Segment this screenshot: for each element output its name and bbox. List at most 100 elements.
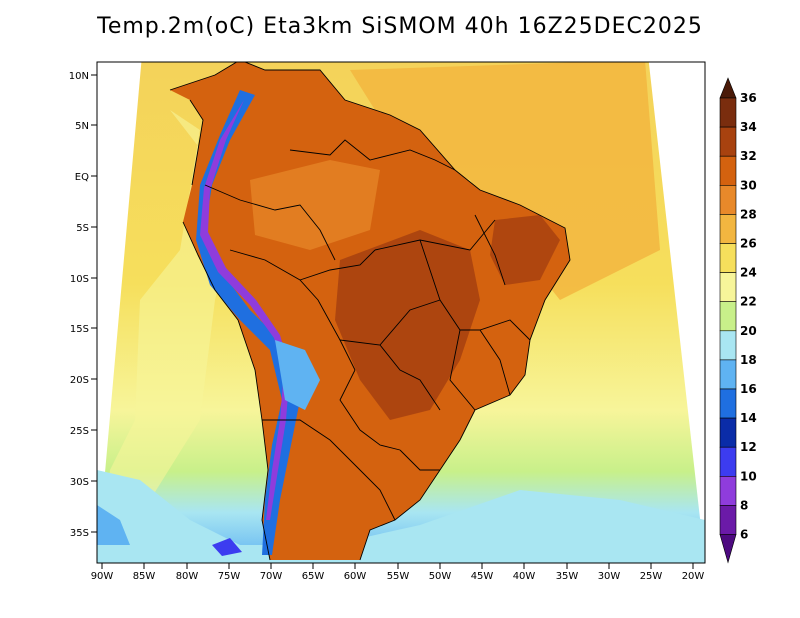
svg-text:EQ: EQ [75, 172, 89, 183]
colorbar-swatch [719, 330, 737, 361]
colorbar-label: 12 [740, 440, 757, 454]
colorbar-label: 20 [740, 324, 757, 338]
colorbar-swatch [719, 475, 737, 506]
lat-tick: 5S [76, 223, 97, 234]
svg-text:65W: 65W [302, 571, 325, 582]
colorbar-label: 36 [740, 91, 757, 105]
south-cool-band [97, 470, 705, 563]
lon-tick: 45W [471, 563, 494, 582]
svg-text:80W: 80W [176, 571, 199, 582]
lon-tick: 50W [429, 563, 452, 582]
svg-text:25S: 25S [70, 426, 89, 437]
andes-ridge [196, 90, 300, 555]
cold-spot [212, 538, 242, 556]
colorbar-label: 16 [740, 382, 757, 396]
colorbar-swatch [719, 126, 737, 157]
colorbar-swatch [719, 417, 737, 448]
colorbar-label: 28 [740, 207, 757, 221]
colorbar-swatch [719, 446, 737, 477]
colorbar-label: 10 [740, 469, 757, 483]
colorbar-label: 30 [740, 178, 757, 192]
svg-text:85W: 85W [133, 571, 156, 582]
colorbar-swatch [719, 301, 737, 332]
altiplano-cool [275, 340, 320, 410]
svg-text:70W: 70W [260, 571, 283, 582]
lat-tick: 5N [75, 121, 97, 132]
map-title: Temp.2m(oC) Eta3km SiSMOM 40h 16Z25DEC20… [97, 14, 703, 39]
lat-tick: 25S [70, 426, 97, 437]
lon-tick: 75W [218, 563, 241, 582]
colorbar-label: 8 [740, 498, 748, 512]
lat-tick: 20S [70, 375, 97, 386]
colorbar-swatch [719, 214, 737, 244]
svg-text:40W: 40W [513, 571, 536, 582]
colorbar-label: 14 [740, 411, 757, 425]
lon-tick: 40W [513, 563, 536, 582]
lon-tick: 55W [387, 563, 410, 582]
svg-text:35W: 35W [556, 571, 579, 582]
svg-text:25W: 25W [640, 571, 663, 582]
svg-text:75W: 75W [218, 571, 241, 582]
colorbar-label: 24 [740, 266, 757, 280]
svg-text:10S: 10S [70, 274, 89, 285]
lat-tick: 35S [70, 528, 97, 539]
svg-text:30W: 30W [598, 571, 621, 582]
colorbar-swatch [719, 185, 737, 215]
colorbar-swatch [719, 97, 737, 128]
svg-text:5N: 5N [75, 121, 89, 132]
ocean-warm-band [350, 62, 660, 300]
svg-text:20W: 20W [682, 571, 705, 582]
svg-text:55W: 55W [387, 571, 410, 582]
colorbar-arrow-bottom [719, 534, 737, 564]
lat-tick: 30S [70, 477, 97, 488]
lon-tick: 35W [556, 563, 579, 582]
lon-tick: 60W [344, 563, 367, 582]
colorbar-label: 26 [740, 237, 757, 251]
svg-text:5S: 5S [76, 223, 89, 234]
lon-tick: 30W [598, 563, 621, 582]
colorbar-arrow-top [719, 77, 737, 99]
svg-text:50W: 50W [429, 571, 452, 582]
svg-text:30S: 30S [70, 477, 89, 488]
lon-tick: 70W [260, 563, 283, 582]
colorbar-label: 32 [740, 149, 757, 163]
lat-tick: 10S [70, 274, 97, 285]
colorbar-swatch [719, 272, 737, 303]
colorbar-label: 34 [740, 120, 757, 134]
svg-text:60W: 60W [344, 571, 367, 582]
colorbar-swatch [719, 243, 737, 273]
colorbar-swatch [719, 388, 737, 419]
lat-tick: 15S [70, 324, 97, 335]
map-field [97, 62, 705, 563]
svg-text:45W: 45W [471, 571, 494, 582]
colorbar-swatch [719, 505, 737, 535]
interior-hot [335, 230, 480, 420]
colorbar: 36 34 32 30 28 26 24 22 20 18 16 14 12 10 8 6 [719, 77, 757, 564]
amazon-warm [250, 160, 380, 250]
lat-tick: EQ [75, 172, 97, 183]
colorbar-label: 6 [740, 528, 748, 542]
lon-tick: 85W [133, 563, 156, 582]
lon-tick: 90W [91, 563, 114, 582]
lat-tick: 10N [69, 71, 97, 82]
lon-tick: 20W [682, 563, 705, 582]
colorbar-swatch [719, 359, 737, 390]
svg-text:90W: 90W [91, 571, 114, 582]
svg-text:15S: 15S [70, 324, 89, 335]
lon-tick: 80W [176, 563, 199, 582]
colorbar-label: 22 [740, 295, 757, 309]
map-frame [96, 61, 706, 564]
colorbar-swatch [719, 155, 737, 186]
south-cold-band [97, 505, 130, 545]
lon-axis: 90W 85W 80W 75W 70W 65W 60W 55W 50W 45W … [91, 563, 705, 582]
country-borders [169, 62, 571, 561]
svg-text:10N: 10N [69, 71, 89, 82]
northeast-hot [490, 215, 560, 285]
colorbar-label: 18 [740, 353, 757, 367]
lat-axis: 10N 5N EQ 5S 10S 15S 20S 25S 30S 35S [69, 71, 97, 539]
lon-tick: 65W [302, 563, 325, 582]
svg-text:35S: 35S [70, 528, 89, 539]
lon-tick: 25W [640, 563, 663, 582]
svg-text:20S: 20S [70, 375, 89, 386]
